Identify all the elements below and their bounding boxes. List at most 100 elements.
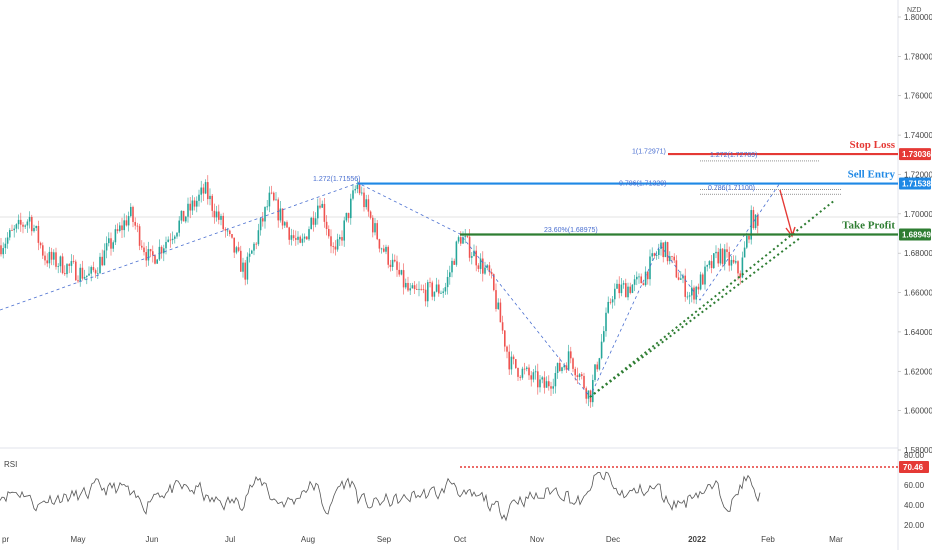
candle-body: [42, 245, 44, 256]
candle-body: [37, 225, 40, 243]
candle-body: [255, 243, 257, 245]
candle-body: [387, 246, 389, 265]
candle-body: [86, 275, 88, 277]
candle-body: [268, 192, 271, 207]
candle-body: [231, 234, 233, 238]
candle-body: [488, 265, 491, 273]
candle-body: [152, 251, 154, 256]
candle-body: [299, 236, 301, 243]
candle-body: [141, 245, 143, 248]
candle-body: [341, 237, 343, 241]
candle-body: [462, 237, 464, 244]
candle-body: [517, 367, 519, 377]
candle-body: [350, 198, 352, 219]
candle-body: [422, 289, 425, 290]
candle-body: [160, 246, 163, 254]
trade-levels: Stop Loss 1.73036 Sell Entry 1.71538 Take Pr…: [358, 139, 931, 241]
candle-body: [561, 367, 563, 372]
price-tick-label: 1.80000: [904, 13, 932, 22]
price-tick-label: 1.60000: [904, 407, 932, 416]
candle-body: [81, 267, 84, 279]
candle-body: [455, 241, 458, 265]
candle-body: [215, 211, 218, 218]
candle-body: [614, 288, 616, 300]
candle-body: [699, 274, 702, 290]
candle-body: [50, 251, 53, 260]
candle-body: [477, 265, 480, 269]
candle-body: [466, 236, 469, 238]
candle-body: [369, 211, 372, 218]
candle-body: [295, 238, 297, 240]
candle-body: [647, 271, 649, 280]
candle-body: [688, 295, 691, 297]
candle-body: [585, 388, 587, 399]
rsi-tick-label: 40.00: [904, 501, 925, 510]
candle-body: [427, 282, 429, 302]
candle-body: [193, 200, 196, 207]
candle-body: [708, 261, 711, 266]
candle-body: [673, 256, 675, 261]
price-tick-label: 1.58000: [904, 446, 932, 455]
candle-body: [757, 214, 759, 226]
level-label: Take Profit: [842, 220, 895, 232]
candle-body: [39, 242, 42, 246]
candle-body: [354, 189, 356, 191]
candle-body: [719, 248, 722, 264]
candle-body: [730, 259, 733, 266]
candle-body: [138, 226, 141, 246]
candle-body: [332, 246, 334, 248]
candle-body: [737, 261, 739, 274]
rsi-tick-label: 60.00: [904, 481, 925, 490]
candle-body: [119, 225, 121, 231]
ascending-trendline-upper: [589, 199, 836, 398]
candle-body: [90, 267, 92, 274]
candle-body: [202, 187, 205, 194]
candle-body: [530, 375, 532, 380]
candle-body: [394, 259, 396, 262]
candle-body: [28, 216, 31, 222]
candle-body: [339, 237, 341, 240]
candle-body: [732, 259, 735, 263]
candle-body: [277, 199, 279, 221]
candle-body: [735, 261, 737, 263]
fib-label: 1.272(1.72789): [710, 152, 757, 159]
candle-body: [103, 250, 106, 266]
candle-body: [631, 284, 634, 293]
time-tick-label: 2022: [688, 535, 706, 544]
candle-body: [292, 235, 295, 239]
candle-body: [167, 239, 169, 242]
candle-body: [713, 253, 715, 269]
candle-body: [314, 218, 317, 225]
candle-body: [345, 212, 348, 221]
candle-body: [633, 279, 636, 285]
candle-body: [66, 264, 68, 275]
candle-body: [695, 286, 697, 300]
rsi-pane: RSI 60.00 40.00 20.00 80.00 70.46: [0, 451, 929, 530]
candle-body: [189, 203, 191, 211]
price-tick-label: 1.74000: [904, 131, 932, 140]
candle-body: [191, 200, 194, 211]
candle-body: [222, 215, 224, 230]
candle-body: [721, 248, 724, 264]
candle-body: [479, 258, 482, 269]
candle-body: [563, 365, 565, 368]
price-tick-label: 1.66000: [904, 289, 932, 298]
candle-body: [288, 227, 290, 240]
candle-body: [116, 229, 119, 231]
candle-body: [246, 256, 249, 280]
candle-body: [11, 230, 13, 231]
time-tick-label: Feb: [761, 535, 775, 544]
price-tick-label: 1.64000: [904, 328, 932, 337]
candle-body: [495, 290, 497, 309]
candle-body: [484, 267, 486, 274]
candle-body: [607, 301, 609, 313]
candle-body: [490, 272, 493, 275]
candle-body: [336, 239, 339, 250]
harmonic-pattern-left: [0, 182, 591, 398]
rsi-badge: [899, 461, 929, 473]
candle-body: [418, 288, 420, 290]
candle-body: [378, 239, 381, 249]
candle-body: [497, 302, 499, 309]
candle-body: [504, 330, 506, 347]
candle-body: [446, 276, 449, 288]
